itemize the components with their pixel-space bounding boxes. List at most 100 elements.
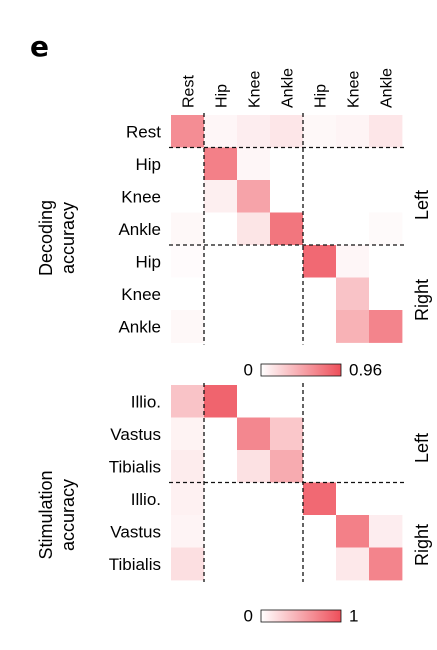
heatmap-cell <box>303 180 337 213</box>
heatmap-cell <box>204 547 238 581</box>
row-label: Hip <box>135 155 161 174</box>
column-label: Knee <box>346 71 363 108</box>
panel-label: e <box>30 30 49 63</box>
heatmap-cell <box>270 277 304 311</box>
y-axis-label: Stimulation accuracy <box>36 470 78 559</box>
heatmap-cell <box>237 417 271 451</box>
heatmap-cell <box>369 547 403 581</box>
y-axis-label-line: accuracy <box>58 202 78 274</box>
heatmap-cell <box>270 450 304 483</box>
heatmap-cell <box>336 212 370 246</box>
heatmap-cell <box>171 147 205 181</box>
heatmap-cell <box>369 450 403 483</box>
heatmap-cell <box>171 212 205 246</box>
decoding-accuracy-heatmap: Rest Hip Knee Ankle Hip Knee Ankle Decoding accu… <box>36 113 432 380</box>
heatmap-cell <box>237 547 271 581</box>
heatmap-cell <box>171 547 205 581</box>
colorbar <box>260 609 342 623</box>
row-label: Rest <box>126 122 161 141</box>
heatmap-cell <box>237 310 271 343</box>
row-label: Vastus <box>110 522 161 541</box>
column-label: Hip <box>214 84 231 108</box>
heatmap-cell <box>204 277 238 311</box>
heatmap-cell <box>369 115 403 148</box>
heatmap-cell <box>171 450 205 483</box>
heatmap-cell <box>270 385 304 418</box>
heatmap-cell <box>237 515 271 548</box>
heatmap-cell <box>237 180 271 213</box>
heatmap-cell <box>204 245 238 278</box>
heatmap-cell <box>303 417 337 451</box>
heatmap-cell <box>270 547 304 581</box>
heatmap-cell <box>237 277 271 311</box>
row-label: Vastus <box>110 425 161 444</box>
heatmap-cell <box>237 245 271 278</box>
colorbar-max-label: 0.96 <box>349 361 382 380</box>
heatmap-cell <box>336 515 370 548</box>
y-axis-label-line: Decoding <box>36 200 56 276</box>
heatmap-cell <box>270 417 304 451</box>
heatmap-cell <box>270 515 304 548</box>
y-axis-label: Decoding accuracy <box>36 200 78 276</box>
heatmap-cell <box>171 277 205 311</box>
heatmap-cell <box>270 212 304 246</box>
column-label: Ankle <box>280 68 297 108</box>
heatmap-cell <box>336 277 370 311</box>
heatmap-cell <box>303 310 337 343</box>
heatmap-cell <box>171 385 205 418</box>
heatmap-cell <box>204 515 238 548</box>
column-label: Ankle <box>379 68 396 108</box>
heatmap-cell <box>171 245 205 278</box>
group-label: Left <box>412 190 432 220</box>
heatmap-cell <box>237 147 271 181</box>
colorbar-min-label: 0 <box>244 607 253 626</box>
column-labels: Rest Hip Knee Ankle Hip Knee Ankle <box>181 68 396 108</box>
heatmap-cell <box>204 450 238 483</box>
heatmap-cell <box>237 212 271 246</box>
row-label: Hip <box>135 252 161 271</box>
heatmap-cell <box>369 310 403 343</box>
heatmap-cell <box>171 115 205 148</box>
heatmap-cell <box>303 450 337 483</box>
heatmap-cell <box>171 180 205 213</box>
heatmap-cell <box>303 245 337 278</box>
heatmap-cell <box>369 385 403 418</box>
heatmap-cell <box>204 212 238 246</box>
heatmap-cell <box>237 450 271 483</box>
heatmap-cell <box>336 417 370 451</box>
heatmap-cell <box>303 385 337 418</box>
heatmap-cell <box>270 115 304 148</box>
heatmap-cell <box>336 147 370 181</box>
heatmap-cell <box>270 482 304 516</box>
heatmap-cell <box>171 310 205 343</box>
colorbar <box>260 363 342 377</box>
row-label: Tibialis <box>109 457 161 476</box>
heatmap-cell <box>171 515 205 548</box>
heatmap-cell <box>237 115 271 148</box>
heatmap-cell <box>204 310 238 343</box>
stimulation-accuracy-heatmap: Illio. Vastus Tibialis Illio. Vastus Tibialis… <box>36 383 432 626</box>
heatmap-cell <box>204 482 238 516</box>
heatmap-cell <box>171 417 205 451</box>
heatmap-cell <box>171 482 205 516</box>
group-label: Right <box>412 279 432 321</box>
heatmap-cell <box>237 482 271 516</box>
heatmap-cell <box>369 482 403 516</box>
y-axis-label-line: Stimulation <box>36 470 56 559</box>
column-label: Rest <box>181 75 198 108</box>
heatmap-cell <box>369 417 403 451</box>
heatmap-cell <box>303 515 337 548</box>
heatmap-cell <box>369 515 403 548</box>
heatmap-cell <box>303 115 337 148</box>
heatmap-cell <box>270 245 304 278</box>
heatmap-cell <box>369 245 403 278</box>
row-label: Knee <box>121 187 161 206</box>
heatmap-cell <box>369 147 403 181</box>
row-label: Ankle <box>118 317 161 336</box>
row-label: Tibialis <box>109 555 161 574</box>
heatmap-cell <box>204 147 238 181</box>
heatmap-cell <box>303 482 337 516</box>
heatmap-cell <box>303 277 337 311</box>
group-label: Left <box>412 433 432 463</box>
heatmap-cell <box>237 385 271 418</box>
